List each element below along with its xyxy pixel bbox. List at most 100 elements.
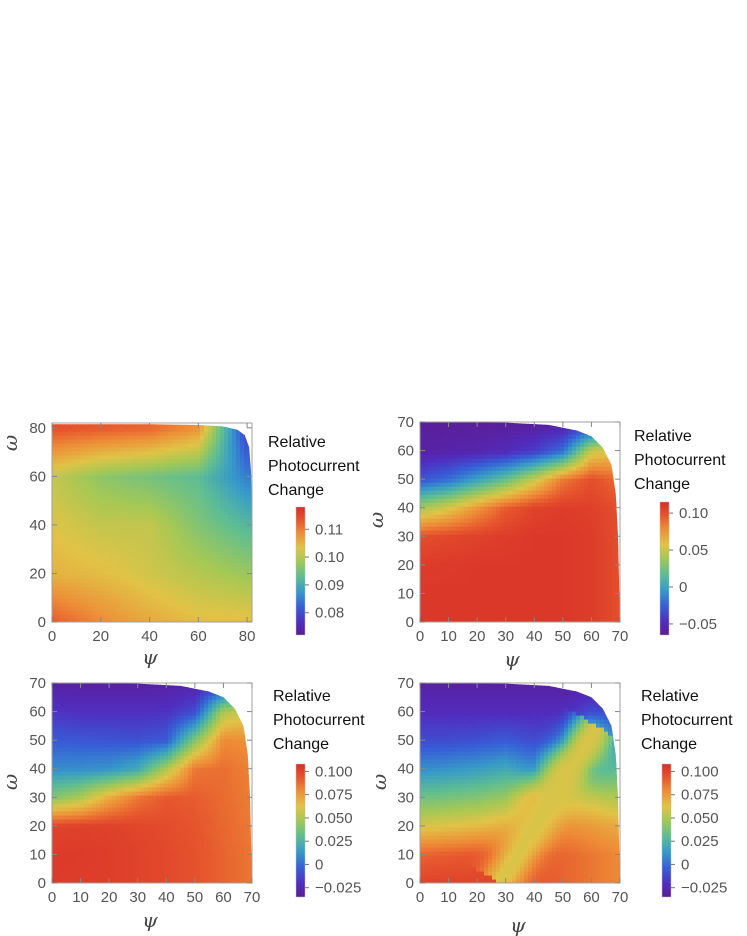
heatmap-cell [120, 574, 125, 579]
heatmap-cell [104, 598, 109, 603]
heatmap-cell [464, 442, 469, 447]
heatmap-cell [536, 550, 541, 555]
heatmap-cell [136, 490, 141, 496]
heatmap-cell [540, 510, 545, 515]
heatmap-cell [488, 586, 493, 591]
heatmap-cell [524, 462, 529, 467]
heatmap-cell [224, 438, 229, 444]
heatmap-cell [464, 446, 469, 451]
heatmap-cell [132, 582, 137, 587]
heatmap-cell [72, 458, 77, 464]
heatmap-cell [520, 490, 525, 495]
heatmap-cell [96, 454, 101, 460]
heatmap-cell [432, 518, 437, 523]
heatmap-cell [204, 506, 209, 512]
heatmap-cell [472, 578, 477, 583]
heatmap-cell [568, 614, 573, 619]
heatmap-cell [232, 582, 237, 587]
heatmap-cell [248, 474, 252, 480]
heatmap-cell [496, 426, 501, 431]
heatmap-cell [216, 442, 221, 448]
heatmap-cell [552, 546, 557, 551]
heatmap-cell [188, 570, 193, 575]
heatmap-cell [596, 446, 601, 451]
heatmap-cell [124, 546, 129, 551]
heatmap-cell [240, 442, 245, 448]
heatmap-cell [484, 522, 489, 527]
heatmap-cell [536, 594, 541, 599]
heatmap-cell [240, 430, 245, 436]
heatmap-cell [476, 458, 481, 463]
heatmap-cell [112, 424, 117, 428]
heatmap-cell [204, 598, 209, 603]
heatmap-cell [152, 602, 157, 607]
heatmap-cell [492, 478, 497, 483]
heatmap-cell [128, 502, 133, 508]
heatmap-cell [432, 610, 437, 615]
heatmap-cell [580, 594, 585, 599]
heatmap-cell [56, 470, 61, 476]
heatmap-cell [244, 578, 249, 583]
heatmap-cell [56, 518, 61, 524]
heatmap-cell [68, 494, 73, 500]
heatmap-cell [616, 578, 620, 583]
heatmap-cell [460, 490, 465, 495]
heatmap-cell [212, 466, 217, 472]
heatmap-cell [80, 578, 85, 583]
heatmap-cell [80, 550, 85, 555]
heatmap-cell [512, 614, 517, 619]
heatmap-cell [80, 442, 85, 448]
heatmap-cell [116, 578, 121, 583]
heatmap-cell [212, 522, 217, 528]
heatmap-cell [176, 462, 181, 468]
heatmap-cell [556, 430, 561, 435]
heatmap-cell [604, 530, 609, 535]
heatmap-cell [60, 558, 65, 563]
heatmap-cell [80, 514, 85, 520]
heatmap-cell [424, 494, 429, 499]
heatmap-cell [616, 594, 620, 599]
heatmap-cell [428, 502, 433, 507]
heatmap-cell [448, 590, 453, 595]
heatmap-cell [232, 558, 237, 563]
heatmap-cell [480, 578, 485, 583]
heatmap-cell [52, 590, 57, 595]
heatmap-cell [512, 474, 517, 479]
heatmap-cell [152, 478, 157, 484]
heatmap-cell [480, 606, 485, 611]
heatmap-cell [72, 482, 77, 488]
heatmap-cell [80, 454, 85, 460]
heatmap-cell [172, 506, 177, 512]
heatmap-cell [460, 594, 465, 599]
heatmap-cell [120, 546, 125, 551]
heatmap-cell [184, 442, 189, 448]
heatmap-cell [540, 554, 545, 559]
heatmap-cell [616, 590, 620, 595]
heatmap-cell [596, 510, 601, 515]
heatmap-cell [120, 538, 125, 543]
heatmap-cell [224, 578, 229, 583]
heatmap-cell [104, 574, 109, 579]
heatmap-cell [600, 506, 605, 511]
heatmap-cell [180, 550, 185, 555]
heatmap-cell [160, 578, 165, 583]
heatmap-cell [60, 430, 65, 436]
heatmap-cell [60, 510, 65, 516]
heatmap-cell [444, 538, 449, 543]
heatmap-cell [492, 470, 497, 475]
heatmap-cell [540, 590, 545, 595]
heatmap-cell [172, 450, 177, 456]
heatmap-cell [148, 566, 153, 571]
heatmap-cell [608, 574, 613, 579]
heatmap-cell [120, 570, 125, 575]
heatmap-cell [604, 574, 609, 579]
heatmap-cell [128, 470, 133, 476]
heatmap-cell [448, 618, 453, 622]
heatmap-cell [528, 606, 533, 611]
heatmap-cell [244, 438, 249, 444]
heatmap-cell [192, 558, 197, 563]
heatmap-cell [520, 614, 525, 619]
heatmap-cell [440, 610, 445, 615]
